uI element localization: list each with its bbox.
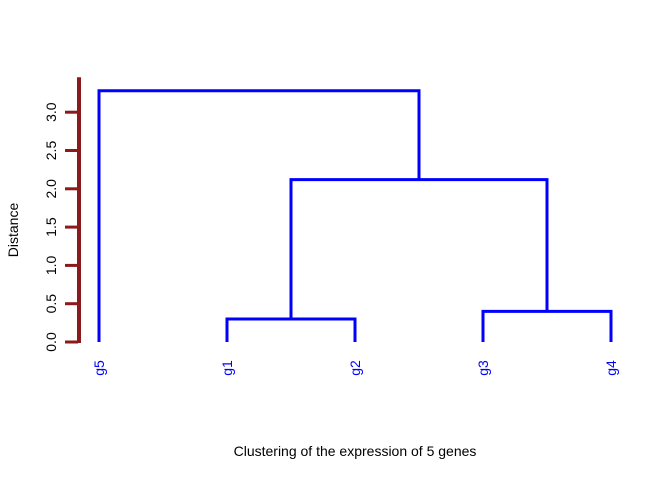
branch-merge (97, 89, 421, 342)
leaf-labels: g5 g1 g2 g3 g4 (91, 360, 619, 376)
y-tick-label: 2.0 (43, 179, 59, 199)
x-axis-title: Clustering of the expression of 5 genes (234, 443, 477, 459)
y-axis: 0.0 0.5 1.0 1.5 2.0 2.5 3.0 (43, 77, 81, 352)
leaf-label: g3 (475, 360, 491, 376)
y-tick-label: 0.5 (43, 294, 59, 314)
leaf-label: g1 (219, 360, 235, 376)
leaf-label: g2 (347, 360, 363, 376)
y-tick-label: 2.5 (43, 141, 59, 161)
branch-merge (481, 309, 613, 342)
y-axis-title: Distance (5, 203, 21, 258)
y-tick-label: 3.0 (43, 102, 59, 122)
branch-merge (225, 317, 357, 342)
y-tick-label: 1.5 (43, 217, 59, 237)
y-tick-label: 0.0 (43, 332, 59, 352)
branch-merge (289, 178, 549, 320)
y-tick-label: 1.0 (43, 255, 59, 275)
leaf-label: g4 (603, 360, 619, 376)
leaf-label: g5 (91, 360, 107, 376)
dendrogram-branches (97, 89, 613, 342)
